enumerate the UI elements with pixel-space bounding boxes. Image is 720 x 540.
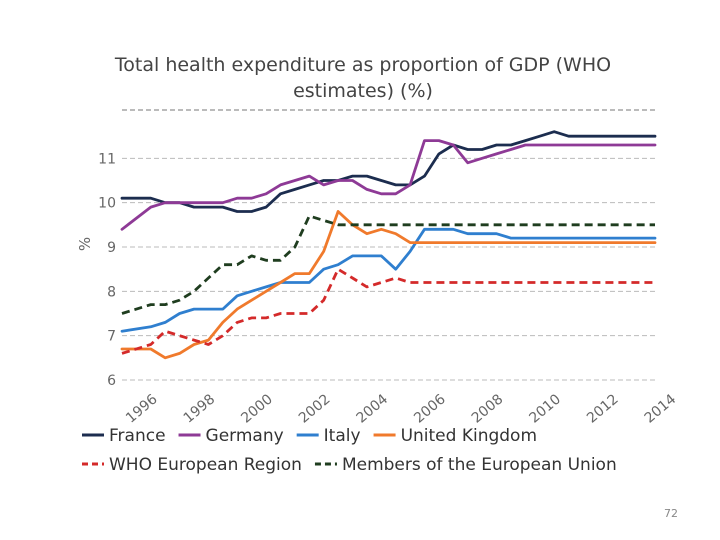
chart-title: Total health expenditure as proportion o… <box>114 54 611 102</box>
legend-label: United Kingdom <box>401 426 537 446</box>
legend: France Germany Italy United Kingdom WHO Euro… <box>82 426 617 475</box>
y-axis-label: % <box>76 237 94 251</box>
x-tick-label: 2002 <box>296 391 334 426</box>
x-tick-label: 2010 <box>526 391 564 426</box>
x-tick-label: 2004 <box>354 391 392 426</box>
x-tick-label: 2008 <box>469 391 507 426</box>
y-axis-ticks: 6 7 8 9 10 11 <box>98 151 116 389</box>
series-line-members-of-the-european-union <box>121 214 655 315</box>
legend-label: WHO European Region <box>109 455 302 475</box>
legend-label: Germany <box>206 426 284 446</box>
grid <box>122 109 655 381</box>
y-tick-label: 11 <box>98 151 116 167</box>
series-line-france <box>120 130 657 213</box>
y-tick-label: 8 <box>107 284 116 300</box>
legend-label: France <box>109 426 166 446</box>
x-tick-label: 2014 <box>642 391 680 426</box>
chart-title-line-2: estimates) (%) <box>293 80 433 102</box>
page-number: 72 <box>664 507 678 520</box>
series-line-germany <box>120 139 657 231</box>
y-tick-label: 7 <box>107 329 116 345</box>
y-tick-label: 6 <box>107 373 116 389</box>
legend-label: Italy <box>324 426 361 446</box>
series-line-italy <box>120 227 657 333</box>
x-tick-label: 1998 <box>181 391 219 426</box>
legend-label: Members of the European Union <box>342 455 617 475</box>
series-line-who-european-region <box>121 267 655 355</box>
x-tick-label: 2012 <box>584 391 622 426</box>
x-tick-label: 2006 <box>411 391 449 426</box>
x-axis-ticks: 1996 1998 2000 2002 2004 2006 2008 2010 2012 2014 <box>123 391 679 426</box>
series-line-united-kingdom <box>120 210 657 360</box>
series-lines <box>120 130 657 360</box>
y-tick-label: 9 <box>107 240 116 256</box>
chart-title-line-1: Total health expenditure as proportion o… <box>114 54 611 76</box>
x-tick-label: 2000 <box>238 391 276 426</box>
x-tick-label: 1996 <box>123 391 161 426</box>
y-tick-label: 10 <box>98 196 116 212</box>
